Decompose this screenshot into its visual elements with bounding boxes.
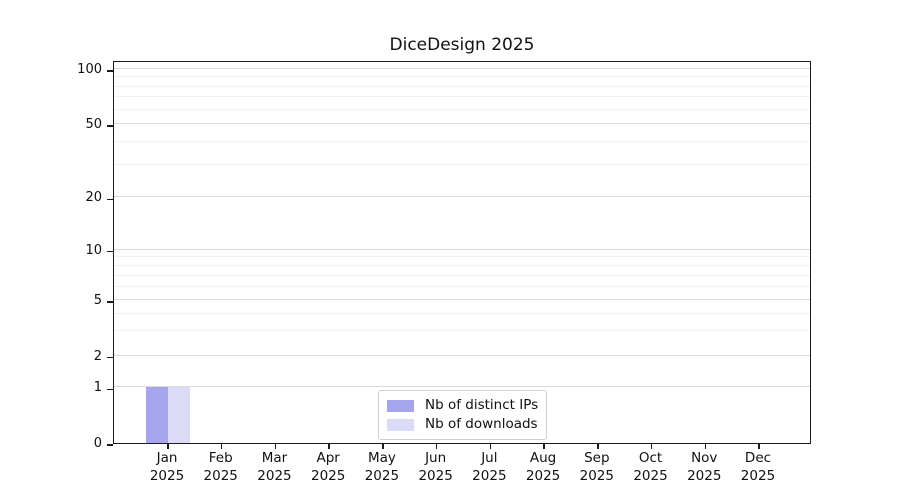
year-label: 2025	[203, 468, 238, 484]
legend-label: Nb of downloads	[425, 416, 538, 432]
month-label: Mar	[261, 450, 288, 466]
bar-jan-nb-of-downloads	[168, 387, 190, 443]
x-tick-mark-jun	[435, 444, 438, 449]
legend-swatch-icon	[387, 418, 414, 431]
x-tick-label-feb: Feb 2025	[191, 449, 251, 485]
year-label: 2025	[257, 468, 292, 484]
minor-gridline-y-40	[114, 140, 810, 142]
x-tick-mark-may	[382, 444, 384, 449]
minor-gridline-y-60	[114, 108, 810, 110]
y-tick-label-100: 100	[77, 62, 102, 77]
major-gridline-y-2	[114, 354, 810, 356]
plot-area	[107, 61, 811, 449]
month-label: Dec	[744, 450, 772, 466]
x-tick-mark-jan	[167, 444, 169, 449]
minor-gridline-y-4	[114, 312, 810, 314]
minor-gridline-y-80	[114, 85, 810, 87]
y-tick-mark-0	[107, 444, 113, 446]
y-tick-label-10: 10	[85, 242, 102, 258]
major-gridline-y-1	[114, 386, 810, 388]
month-label: Apr	[316, 450, 340, 466]
y-tick-label-2: 2	[93, 348, 102, 364]
major-gridline-y-5	[114, 299, 810, 300]
year-label: 2025	[364, 468, 400, 484]
month-label: Jan	[156, 450, 178, 466]
month-label: May	[367, 450, 396, 466]
month-label: Feb	[208, 450, 233, 466]
year-label: 2025	[310, 468, 346, 484]
year-label: 2025	[687, 468, 722, 484]
bar-jan-nb-of-distinct-ips	[146, 387, 168, 443]
major-gridline-y-50	[114, 123, 810, 124]
y-tick-mark-1	[107, 388, 113, 390]
legend-label: Nb of distinct IPs	[425, 397, 539, 413]
y-tick-label-20: 20	[85, 190, 102, 206]
major-gridline-y-100	[114, 68, 810, 70]
minor-gridline-y-30	[114, 163, 810, 165]
legend: Nb of distinct IPs Nb of downloads	[378, 390, 548, 440]
x-tick-mark-mar	[274, 444, 277, 449]
month-label: Jul	[481, 450, 498, 466]
x-tick-label-oct: Oct 2025	[621, 449, 681, 485]
y-tick-mark-5	[107, 301, 113, 303]
y-tick-mark-20	[107, 198, 113, 200]
y-tick-mark-100	[107, 70, 113, 72]
minor-gridline-y-90	[114, 76, 810, 78]
legend-swatch-icon	[387, 399, 414, 412]
month-label: Sep	[584, 450, 610, 466]
x-tick-mark-apr	[328, 444, 330, 449]
major-gridline-y-10	[114, 248, 810, 250]
legend-row: Nb of distinct IPs	[387, 396, 538, 415]
x-tick-label-nov: Nov 2025	[674, 449, 734, 485]
y-tick-mark-2	[107, 357, 113, 359]
minor-gridline-y-7	[114, 274, 810, 276]
minor-gridline-y-3	[114, 330, 810, 332]
x-tick-mark-aug	[543, 444, 545, 449]
y-tick-label-50: 50	[85, 116, 102, 132]
x-tick-label-mar: Mar 2025	[244, 449, 304, 485]
minor-gridline-y-70	[114, 96, 810, 98]
x-tick-label-may: May 2025	[352, 449, 412, 485]
y-tick-mark-10	[107, 250, 113, 253]
x-tick-mark-nov	[704, 444, 706, 449]
year-label: 2025	[418, 468, 453, 484]
x-tick-label-apr: Apr 2025	[298, 449, 358, 485]
year-label: 2025	[740, 468, 776, 484]
legend-row: Nb of downloads	[387, 415, 538, 434]
y-tick-mark-50	[107, 125, 113, 127]
chart-title: DiceDesign 2025	[389, 35, 535, 55]
x-tick-label-dec: Dec 2025	[728, 449, 788, 485]
year-label: 2025	[579, 468, 614, 484]
x-tick-label-jan: Jan 2025	[137, 449, 197, 485]
x-tick-label-aug: Aug 2025	[513, 449, 573, 485]
month-label: Jun	[425, 450, 447, 466]
x-tick-mark-feb	[221, 444, 223, 449]
x-tick-mark-oct	[650, 444, 653, 449]
x-tick-label-jun: Jun 2025	[406, 449, 466, 485]
y-tick-label-0: 0	[93, 436, 102, 451]
minor-gridline-y-9	[114, 256, 810, 258]
major-gridline-y-20	[114, 196, 810, 198]
month-label: Oct	[638, 450, 663, 466]
x-tick-mark-sep	[597, 444, 599, 449]
year-label: 2025	[633, 468, 668, 484]
x-tick-label-sep: Sep 2025	[567, 449, 627, 485]
year-label: 2025	[525, 468, 561, 484]
x-tick-mark-jul	[489, 444, 492, 449]
x-tick-mark-dec	[758, 444, 760, 449]
month-label: Nov	[691, 450, 718, 466]
y-tick-label-1: 1	[93, 380, 102, 396]
month-label: Aug	[529, 450, 557, 466]
minor-gridline-y-6	[114, 285, 810, 287]
y-tick-label-5: 5	[93, 292, 102, 308]
year-label: 2025	[149, 468, 185, 484]
minor-gridline-y-8	[114, 264, 810, 266]
year-label: 2025	[472, 468, 507, 484]
x-tick-label-jul: Jul 2025	[459, 449, 519, 485]
